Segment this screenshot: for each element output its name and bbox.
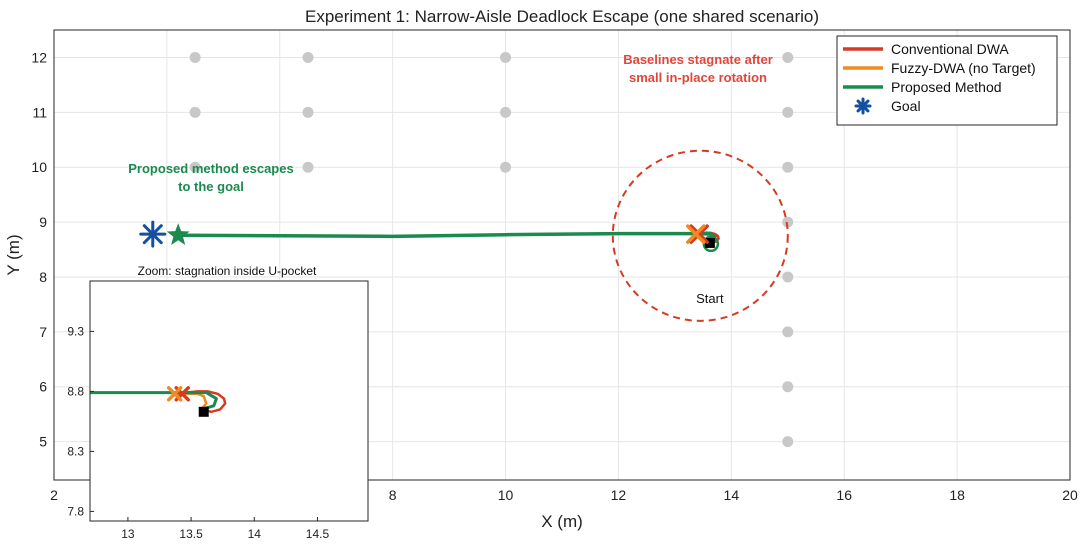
- goal-marker: [142, 224, 163, 245]
- legend-items: Conventional DWA Fuzzy-DWA (no Target) Pro…: [843, 41, 1036, 115]
- legend-label: Fuzzy-DWA (no Target): [891, 60, 1036, 76]
- x-tick-label: 14: [724, 487, 740, 503]
- obstacle-point: [302, 51, 314, 63]
- obstacle-point: [782, 436, 794, 448]
- annotation-baselines-line: Baselines stagnate after: [623, 52, 773, 67]
- obstacle-point: [302, 106, 314, 118]
- y-tick-label: 7: [39, 324, 47, 340]
- inset-title: Zoom: stagnation inside U-pocket: [138, 264, 317, 278]
- obstacle-point: [782, 161, 794, 173]
- y-tick-labels: 5 6 7 8 9 10 11 12: [31, 49, 47, 449]
- legend: Conventional DWA Fuzzy-DWA (no Target) Pro…: [836, 35, 1058, 126]
- y-tick-label: 9: [39, 214, 47, 230]
- y-tick-label: 10: [31, 159, 47, 175]
- x-tick-label: 20: [1062, 487, 1078, 503]
- obstacle-point: [302, 161, 314, 173]
- proposed-method-end-star: [166, 223, 190, 245]
- inset-end-x-marker: [166, 386, 183, 402]
- inset-y-tick-label: 7.8: [67, 504, 84, 518]
- obstacle-point: [500, 161, 512, 173]
- obstacle-point: [500, 106, 512, 118]
- y-tick-label: 12: [31, 49, 47, 65]
- annotations: Baselines stagnate after small in-place r…: [128, 52, 773, 194]
- start-circle: [702, 235, 720, 253]
- deadlock-circle: [611, 149, 789, 322]
- inset-y-tick-label: 8.3: [67, 444, 84, 458]
- x-axis-label: X (m): [541, 512, 583, 531]
- inset-x-tick-label: 13.5: [179, 527, 203, 541]
- annotation-proposed-line: Proposed method escapes: [128, 161, 293, 176]
- legend-label: Goal: [891, 98, 921, 114]
- obstacle-point: [782, 271, 794, 283]
- obstacle-point: [782, 216, 794, 228]
- inset-plot-area: [90, 281, 368, 521]
- inset-axes: Zoom: stagnation inside U-pocket 13 13.5 1…: [67, 264, 369, 541]
- inset-x-tick-label: 14: [248, 527, 262, 541]
- legend-label: Conventional DWA: [891, 41, 1009, 57]
- obstacle-point: [782, 106, 794, 118]
- annotation-baselines-line: small in-place rotation: [629, 70, 767, 85]
- y-axis-label: Y (m): [4, 234, 23, 275]
- chart-title: Experiment 1: Narrow-Aisle Deadlock Esca…: [305, 7, 819, 26]
- x-tick-label: 16: [836, 487, 852, 503]
- inset-x-tick-label: 14.5: [306, 527, 330, 541]
- start-label: Start: [696, 291, 724, 306]
- inset-y-tick-label: 9.3: [67, 324, 84, 338]
- obstacle-point: [782, 381, 794, 393]
- obstacle-point: [782, 326, 794, 338]
- y-tick-label: 8: [39, 269, 47, 285]
- inset-markers: [166, 386, 209, 417]
- inset-axes-frame: [89, 280, 369, 522]
- x-tick-label: 2: [50, 487, 58, 503]
- obstacle-point: [500, 51, 512, 63]
- start-marker: [704, 237, 715, 248]
- x-tick-label: 18: [949, 487, 965, 503]
- series-line-proposed-method: [90, 391, 218, 411]
- x-tick-label: 10: [498, 487, 514, 503]
- x-tick-label: 8: [389, 487, 397, 503]
- y-tick-label: 6: [39, 379, 47, 395]
- x-tick-label: 12: [611, 487, 627, 503]
- inset-y-tick-label: 8.8: [67, 384, 84, 398]
- inset-series: [90, 390, 227, 414]
- main-markers: Start: [139, 149, 789, 322]
- obstacle-point: [189, 106, 201, 118]
- obstacle-point: [189, 51, 201, 63]
- legend-box: [836, 35, 1058, 126]
- annotation-proposed-line: to the goal: [178, 179, 244, 194]
- y-tick-label: 11: [32, 104, 47, 120]
- inset-y-tick-labels: 7.8 8.3 8.8 9.3: [67, 324, 94, 518]
- y-tick-label: 5: [39, 434, 47, 450]
- obstacles: [189, 51, 794, 448]
- obstacle-point: [189, 161, 201, 173]
- inset-start-marker: [198, 406, 209, 417]
- inset-x-tick-labels: 13 13.5 14 14.5: [121, 517, 329, 541]
- main-axes-frame: [53, 29, 1071, 481]
- obstacle-point: [782, 51, 794, 63]
- inset-x-tick-label: 13: [121, 527, 135, 541]
- series-end-x-marker: [689, 224, 709, 244]
- legend-label: Proposed Method: [891, 79, 1002, 95]
- series-end-x-marker: [686, 224, 706, 244]
- legend-goal-icon: [856, 99, 870, 113]
